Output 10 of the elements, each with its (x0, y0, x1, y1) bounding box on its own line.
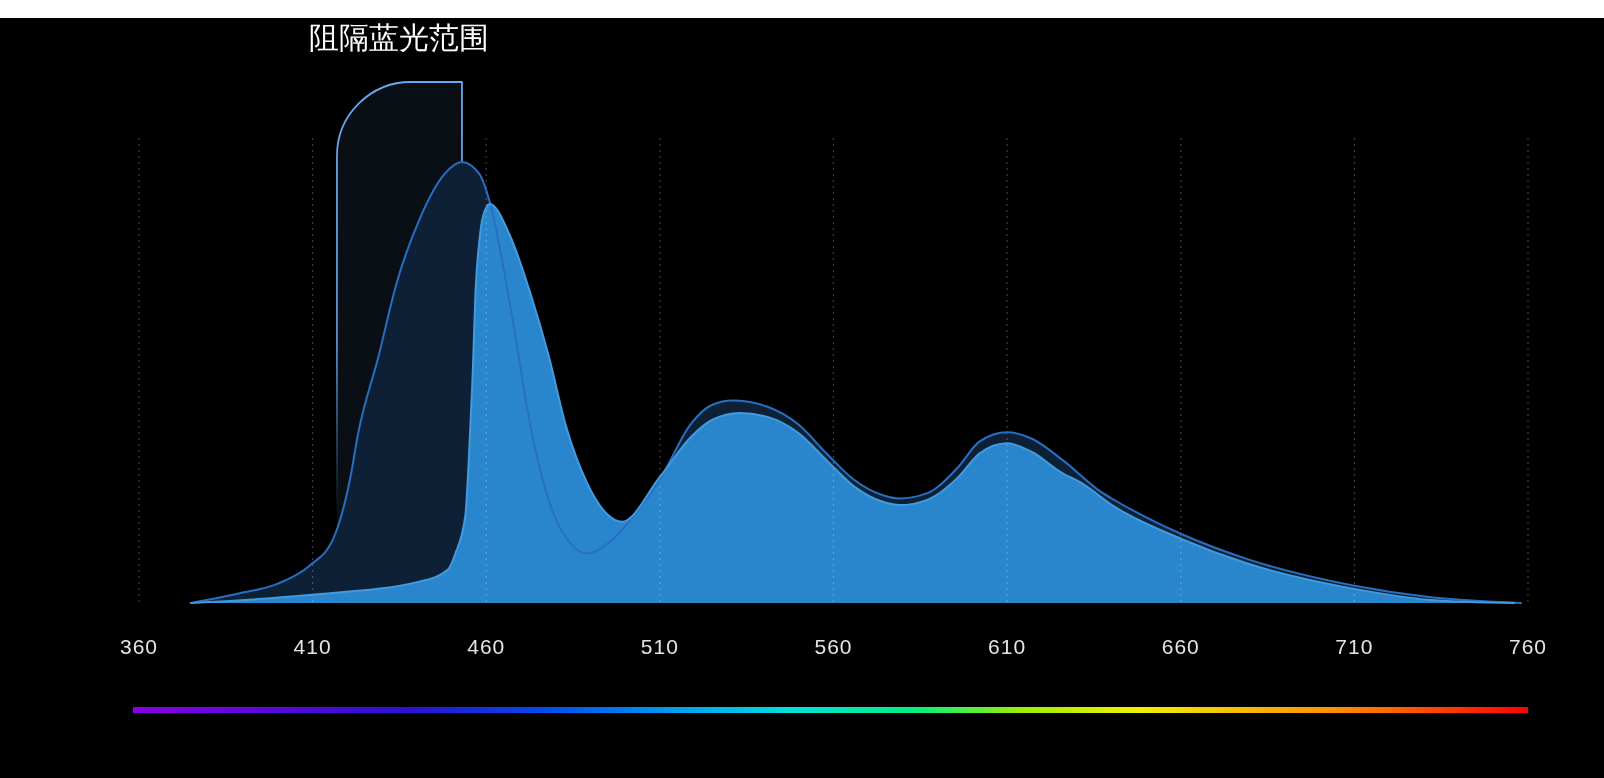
x-tick-label: 510 (640, 634, 679, 658)
band-label: 阻隔蓝光范围 (309, 21, 490, 54)
x-tick-label: 760 (1508, 634, 1548, 658)
x-tick-label: 710 (1335, 634, 1374, 658)
x-tick-label: 660 (1161, 634, 1200, 658)
x-tick-label: 460 (467, 634, 506, 658)
x-tick-label: 360 (119, 634, 159, 658)
x-tick-label: 610 (988, 634, 1027, 658)
x-tick-label: 560 (814, 634, 853, 658)
x-tick-label: 410 (293, 634, 332, 658)
